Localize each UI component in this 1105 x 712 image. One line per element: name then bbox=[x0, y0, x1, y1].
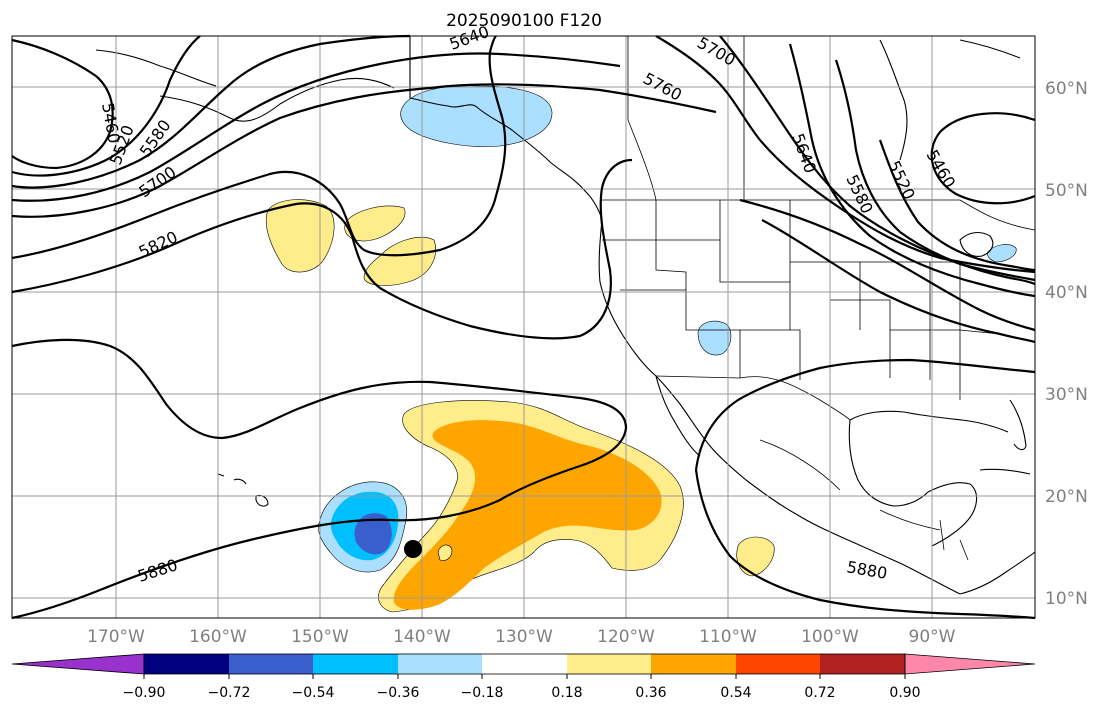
lat-label-60n: 60°N bbox=[1045, 79, 1088, 99]
colorbar-bin-2 bbox=[229, 654, 313, 674]
colorbar-tick-label: 0.54 bbox=[720, 685, 751, 701]
colorbar-bin-6 bbox=[567, 654, 651, 674]
colorbar-bin-5 bbox=[482, 654, 567, 674]
lon-label-120w: 120°W bbox=[597, 627, 655, 647]
lon-label-110w: 110°W bbox=[699, 627, 757, 647]
colorbar-tick-label: 0.36 bbox=[635, 685, 666, 701]
positive-anomaly-inner-hole bbox=[437, 544, 453, 561]
colorbar-bin-3 bbox=[313, 654, 398, 674]
positive-anomaly-pacific-a bbox=[265, 199, 335, 273]
lon-label-170w: 170°W bbox=[87, 627, 145, 647]
colorbar-tick-label: −0.72 bbox=[208, 685, 251, 701]
figure-title: 2025090100 F120 bbox=[446, 11, 602, 31]
colorbar-bin-7 bbox=[651, 654, 736, 674]
colorbar-bin-1 bbox=[144, 654, 229, 674]
lat-label-40n: 40°N bbox=[1045, 283, 1088, 303]
lon-label-160w: 160°W bbox=[189, 627, 247, 647]
height-contours bbox=[11, 34, 1036, 620]
negative-anomaly-great-lakes bbox=[987, 244, 1017, 263]
colorbar-tick-label: 0.90 bbox=[889, 685, 920, 701]
colorbar-tick-label: −0.18 bbox=[461, 685, 504, 701]
lon-label-100w: 100°W bbox=[801, 627, 859, 647]
colorbar-tick-label: −0.90 bbox=[123, 685, 166, 701]
colorbar-tick-label: −0.54 bbox=[292, 685, 335, 701]
colorbar-bin-4 bbox=[398, 654, 482, 674]
lon-label-140w: 140°W bbox=[393, 627, 451, 647]
lat-label-30n: 30°N bbox=[1045, 385, 1088, 405]
colorbar-tick-label: 0.18 bbox=[551, 685, 582, 701]
lat-label-20n: 20°N bbox=[1045, 487, 1088, 507]
storm-center-marker bbox=[404, 540, 422, 558]
positive-anomaly-east-pacific-core bbox=[393, 420, 662, 610]
colorbar: −0.90 −0.72 −0.54 −0.36 −0.18 0.18 0.36 … bbox=[11, 653, 1036, 701]
colorbar-tick-label: −0.36 bbox=[377, 685, 420, 701]
colorbar-extend-max bbox=[904, 653, 1036, 675]
colorbar-outline bbox=[143, 653, 906, 675]
lon-label-150w: 150°W bbox=[291, 627, 349, 647]
lon-label-130w: 130°W bbox=[495, 627, 553, 647]
colorbar-bin-8 bbox=[736, 654, 820, 674]
longitude-labels: 170°W 160°W 150°W 140°W 130°W 120°W 110°… bbox=[87, 627, 956, 647]
colorbar-tick-label: 0.72 bbox=[804, 685, 835, 701]
map-frame bbox=[11, 35, 1036, 619]
state-borders bbox=[602, 36, 1036, 561]
positive-anomaly-mexico-coast bbox=[736, 536, 775, 577]
lat-label-10n: 10°N bbox=[1045, 589, 1088, 609]
colorbar-extend-min bbox=[11, 653, 145, 675]
colorbar-ticks bbox=[143, 674, 906, 679]
latitude-labels: 60°N 50°N 40°N 30°N 20°N 10°N bbox=[1045, 79, 1088, 609]
lon-label-90w: 90°W bbox=[909, 627, 956, 647]
colorbar-bin-9 bbox=[820, 654, 905, 674]
lat-label-50n: 50°N bbox=[1045, 181, 1088, 201]
negative-anomaly-storm-core bbox=[354, 513, 392, 555]
map-gridlines bbox=[12, 36, 1035, 618]
